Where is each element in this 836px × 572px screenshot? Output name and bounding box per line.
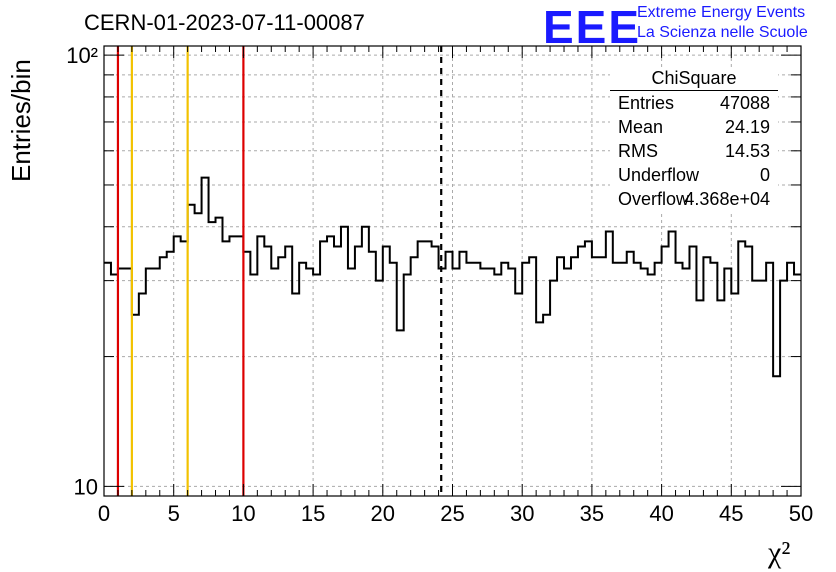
histogram-step-line <box>104 176 801 378</box>
x-tick-label: 20 <box>371 501 395 526</box>
run-title: CERN-01-2023-07-11-00087 <box>84 10 365 35</box>
reference-lines <box>116 46 443 496</box>
stats-label: RMS <box>618 141 658 161</box>
x-axis-ticks: 0 5 10 15 20 25 30 35 40 45 50 <box>98 46 813 526</box>
stats-label: Overflow <box>618 189 690 209</box>
x-tick-label: 15 <box>301 501 325 526</box>
x-tick-label: 25 <box>440 501 464 526</box>
x-tick-label: 35 <box>580 501 604 526</box>
stats-row-underflow: Underflow 0 <box>610 165 778 189</box>
stats-title: ChiSquare <box>610 68 778 91</box>
x-tick-label: 5 <box>168 501 180 526</box>
stats-row-entries: Entries 47088 <box>610 93 778 117</box>
x-tick-label: 30 <box>510 501 534 526</box>
x-tick-label: 0 <box>98 501 110 526</box>
y-tick-label: 10 <box>74 474 98 499</box>
y-tick-label: 10² <box>66 43 98 68</box>
grid-lines <box>104 46 801 496</box>
stats-value: 47088 <box>719 93 770 113</box>
stats-label: Entries <box>618 93 675 113</box>
stats-label: Mean <box>618 117 664 137</box>
stats-value: 0 <box>759 165 770 185</box>
y-axis-ticks: 10 10² <box>66 43 801 499</box>
histogram-series <box>104 176 801 378</box>
stats-box: ChiSquare Entries 47088 Mean 24.19 RMS 14.5… <box>610 68 778 213</box>
logo-line-2: La Scienza nelle Scuole <box>637 24 808 41</box>
stats-row-rms: RMS 14.53 <box>610 141 778 165</box>
x-tick-label: 10 <box>231 501 255 526</box>
stats-label: Underflow <box>618 165 700 185</box>
stats-row-mean: Mean 24.19 <box>610 117 778 141</box>
eee-logo: EEE <box>543 1 642 53</box>
stats-value: 24.19 <box>724 117 770 137</box>
x-tick-label: 45 <box>719 501 743 526</box>
stats-row-overflow: Overflow 4.368e+04 <box>610 189 778 213</box>
stats-value: 14.53 <box>724 141 770 161</box>
x-tick-label: 50 <box>789 501 813 526</box>
x-axis-label: χ² <box>768 536 791 569</box>
stats-value: 4.368e+04 <box>684 189 770 209</box>
x-tick-label: 40 <box>649 501 673 526</box>
y-axis-label: Entries/bin <box>6 59 36 182</box>
logo-line-1: Extreme Energy Events <box>637 4 806 21</box>
